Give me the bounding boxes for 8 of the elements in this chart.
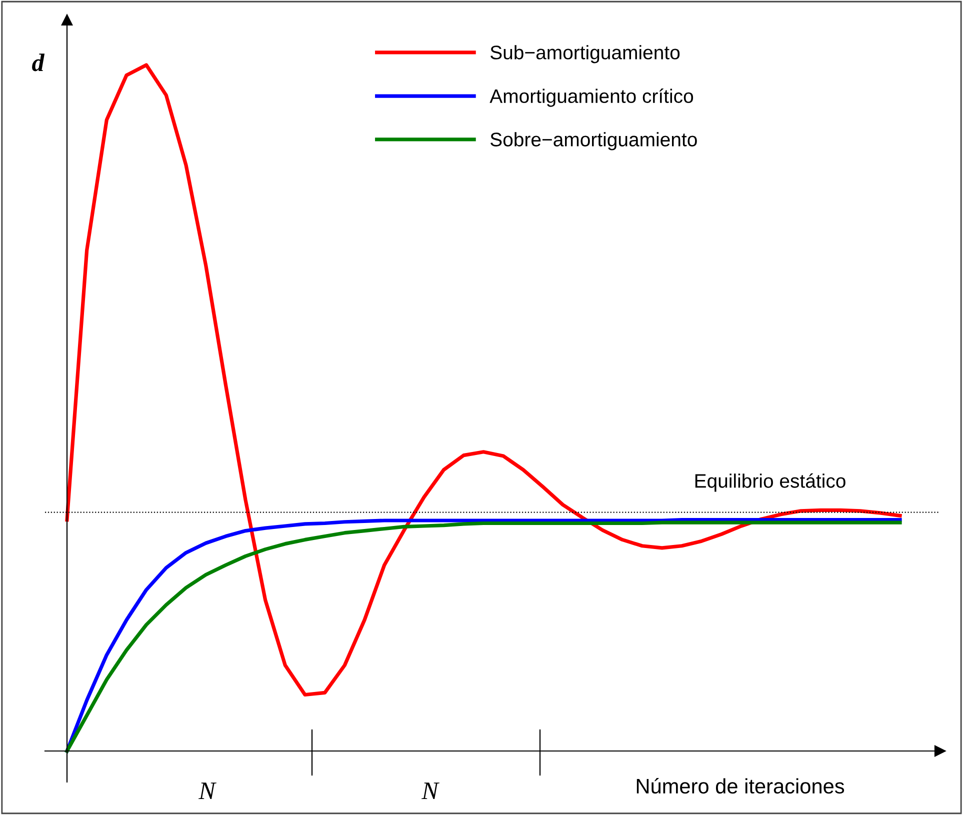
legend-label: Amortiguamiento crítico <box>490 88 694 107</box>
text: N <box>421 782 440 800</box>
ref-line-label: Equilibrio estático <box>695 473 846 492</box>
legend-label: Sub−amortiguamiento <box>490 45 680 64</box>
text: N <box>198 782 216 800</box>
legend-label: Sobre−amortiguamiento <box>490 132 697 150</box>
y-axis-title: d <box>32 54 45 72</box>
x-axis-title: Número de iteraciones <box>636 778 844 794</box>
